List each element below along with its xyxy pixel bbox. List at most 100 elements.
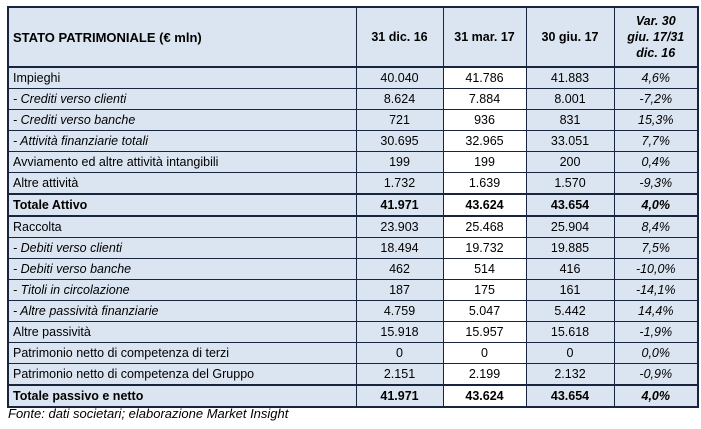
table-row: - Altre passività finanziarie 4.759 5.04…	[7, 300, 699, 322]
row-value: 40.040	[355, 66, 444, 89]
table-row: Patrimonio netto di competenza di terzi …	[7, 342, 699, 364]
row-label: Patrimonio netto di competenza del Grupp…	[7, 363, 357, 386]
row-value: 1.570	[525, 172, 615, 195]
table-row: - Titoli in circolazione 187 175 161 -14…	[7, 279, 699, 301]
row-value: 0,0%	[613, 342, 699, 364]
row-label: Totale passivo e netto	[7, 384, 357, 408]
row-label: - Debiti verso clienti	[7, 237, 357, 259]
row-value: 0	[525, 342, 615, 364]
row-value: 0	[442, 342, 527, 364]
row-value: 23.903	[355, 215, 444, 238]
row-value: 514	[442, 258, 527, 280]
row-value: 41.883	[525, 66, 615, 89]
table-row: Avviamento ed altre attività intangibili…	[7, 151, 699, 173]
table-row: Totale passivo e netto 41.971 43.624 43.…	[7, 384, 699, 408]
row-label: - Titoli in circolazione	[7, 279, 357, 301]
table-header: STATO PATRIMONIALE (€ mln) 31 dic. 16 31…	[7, 6, 699, 68]
row-label: Avviamento ed altre attività intangibili	[7, 151, 357, 173]
row-value: 161	[525, 279, 615, 301]
row-value: 199	[442, 151, 527, 173]
column-header-mar17: 31 mar. 17	[442, 6, 527, 68]
row-value: 43.624	[442, 193, 527, 217]
table-row: - Crediti verso clienti 8.624 7.884 8.00…	[7, 88, 699, 110]
row-value: 175	[442, 279, 527, 301]
row-value: 15.918	[355, 321, 444, 343]
row-value: 4,0%	[613, 384, 699, 408]
row-label: Totale Attivo	[7, 193, 357, 217]
table-row: - Crediti verso banche 721 936 831 15,3%	[7, 109, 699, 131]
row-value: 1.732	[355, 172, 444, 195]
row-value: 187	[355, 279, 444, 301]
row-value: 41.971	[355, 193, 444, 217]
row-value: 200	[525, 151, 615, 173]
row-value: 25.904	[525, 215, 615, 238]
row-value: 41.786	[442, 66, 527, 89]
table-row: - Debiti verso banche 462 514 416 -10,0%	[7, 258, 699, 280]
row-label: - Attività finanziarie totali	[7, 130, 357, 152]
table-row: Patrimonio netto di competenza del Grupp…	[7, 363, 699, 386]
row-value: 1.639	[442, 172, 527, 195]
row-value: -10,0%	[613, 258, 699, 280]
row-value: 15,3%	[613, 109, 699, 131]
column-header-var: Var. 30 giu. 17/31 dic. 16	[613, 6, 699, 68]
row-value: 7,5%	[613, 237, 699, 259]
balance-sheet-table: STATO PATRIMONIALE (€ mln) 31 dic. 16 31…	[7, 6, 699, 408]
row-label: Patrimonio netto di competenza di terzi	[7, 342, 357, 364]
column-header-dec16: 31 dic. 16	[355, 6, 444, 68]
row-label: - Crediti verso clienti	[7, 88, 357, 110]
row-value: 32.965	[442, 130, 527, 152]
row-value: 0,4%	[613, 151, 699, 173]
table-row: - Attività finanziarie totali 30.695 32.…	[7, 130, 699, 152]
column-header-giu17: 30 giu. 17	[525, 6, 615, 68]
row-value: 15.957	[442, 321, 527, 343]
row-value: 18.494	[355, 237, 444, 259]
row-label: Altre passività	[7, 321, 357, 343]
row-value: 0	[355, 342, 444, 364]
table-row: - Debiti verso clienti 18.494 19.732 19.…	[7, 237, 699, 259]
row-label: Impieghi	[7, 66, 357, 89]
table-row: Altre attività 1.732 1.639 1.570 -9,3%	[7, 172, 699, 195]
row-value: 2.199	[442, 363, 527, 386]
table-row: Raccolta 23.903 25.468 25.904 8,4%	[7, 215, 699, 238]
table-title: STATO PATRIMONIALE (€ mln)	[7, 6, 357, 68]
row-value: -7,2%	[613, 88, 699, 110]
row-value: 43.624	[442, 384, 527, 408]
header-row: STATO PATRIMONIALE (€ mln) 31 dic. 16 31…	[7, 6, 699, 68]
row-value: 19.732	[442, 237, 527, 259]
row-value: 5.047	[442, 300, 527, 322]
source-note: Fonte: dati societari; elaborazione Mark…	[8, 406, 289, 421]
row-value: 831	[525, 109, 615, 131]
row-value: 416	[525, 258, 615, 280]
row-label: - Crediti verso banche	[7, 109, 357, 131]
row-value: 2.132	[525, 363, 615, 386]
table-row: Totale Attivo 41.971 43.624 43.654 4,0%	[7, 193, 699, 217]
row-value: 14,4%	[613, 300, 699, 322]
row-value: 936	[442, 109, 527, 131]
row-value: 7,7%	[613, 130, 699, 152]
row-value: -9,3%	[613, 172, 699, 195]
row-value: -1,9%	[613, 321, 699, 343]
table-row: Altre passività 15.918 15.957 15.618 -1,…	[7, 321, 699, 343]
row-value: 8,4%	[613, 215, 699, 238]
row-label: Raccolta	[7, 215, 357, 238]
row-value: 4,0%	[613, 193, 699, 217]
row-label: - Debiti verso banche	[7, 258, 357, 280]
row-value: 8.001	[525, 88, 615, 110]
row-value: 199	[355, 151, 444, 173]
row-value: 33.051	[525, 130, 615, 152]
row-value: 4,6%	[613, 66, 699, 89]
row-value: 41.971	[355, 384, 444, 408]
table-row: Impieghi 40.040 41.786 41.883 4,6%	[7, 66, 699, 89]
row-value: 4.759	[355, 300, 444, 322]
row-value: 19.885	[525, 237, 615, 259]
row-value: 15.618	[525, 321, 615, 343]
row-value: -14,1%	[613, 279, 699, 301]
table-body: Impieghi 40.040 41.786 41.883 4,6% - Cre…	[7, 66, 699, 408]
row-value: 2.151	[355, 363, 444, 386]
row-value: 43.654	[525, 193, 615, 217]
row-label: - Altre passività finanziarie	[7, 300, 357, 322]
row-value: 721	[355, 109, 444, 131]
row-value: 25.468	[442, 215, 527, 238]
row-value: 5.442	[525, 300, 615, 322]
